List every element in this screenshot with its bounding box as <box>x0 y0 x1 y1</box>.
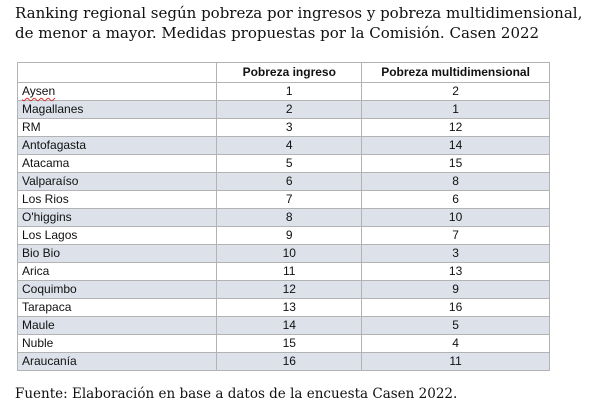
pobreza-multidimensional-rank: 13 <box>361 262 550 281</box>
region-name-cell: Magallanes <box>16 100 218 119</box>
pobreza-ingreso-rank: 13 <box>216 298 363 317</box>
table-row: Coquimbo 12 9 <box>16 280 550 299</box>
table-row: Valparaíso 6 8 <box>16 172 550 191</box>
table-row: Atacama 5 15 <box>16 154 550 173</box>
region-name: Valparaíso <box>22 174 79 188</box>
region-name-cell: Aysen <box>16 82 218 101</box>
pobreza-ingreso-rank: 12 <box>216 280 363 299</box>
region-name: Coquimbo <box>22 282 77 296</box>
region-name: Nuble <box>22 336 54 350</box>
region-name: Los Lagos <box>22 228 78 242</box>
pobreza-multidimensional-rank: 9 <box>361 280 550 299</box>
pobreza-ingreso-rank: 4 <box>216 136 363 155</box>
pobreza-multidimensional-rank: 15 <box>361 154 550 173</box>
pobreza-multidimensional-rank: 1 <box>361 100 550 119</box>
pobreza-multidimensional-rank: 7 <box>361 226 550 245</box>
region-name: Bio Bio <box>22 246 61 260</box>
region-name-cell: Araucanía <box>16 352 218 371</box>
pobreza-multidimensional-rank: 11 <box>361 352 550 371</box>
pobreza-ingreso-rank: 11 <box>216 262 363 281</box>
region-name-cell: Los Rios <box>16 190 218 209</box>
table-row: Bio Bio 10 3 <box>16 244 550 263</box>
region-name: Magallanes <box>22 102 84 116</box>
region-name: Araucanía <box>22 354 77 368</box>
pobreza-ingreso-rank: 15 <box>216 334 363 353</box>
table-row: Tarapaca 13 16 <box>16 298 550 317</box>
pobreza-multidimensional-rank: 6 <box>361 190 550 209</box>
pobreza-multidimensional-rank: 4 <box>361 334 550 353</box>
pobreza-ingreso-rank: 10 <box>216 244 363 263</box>
pobreza-ingreso-rank: 2 <box>216 100 363 119</box>
region-name: Arica <box>22 264 50 278</box>
region-name: Los Rios <box>22 192 69 206</box>
region-name-cell: Maule <box>16 316 218 335</box>
table-row: Nuble 15 4 <box>16 334 550 353</box>
region-name-cell: Nuble <box>16 334 218 353</box>
region-name: O'higgins <box>22 210 72 224</box>
pobreza-ingreso-rank: 6 <box>216 172 363 191</box>
ranking-table: Pobreza ingreso Pobreza multidimensional… <box>16 62 550 371</box>
region-name: Aysen <box>22 84 56 98</box>
table-row: Aysen 1 2 <box>16 82 550 101</box>
region-name-cell: Antofagasta <box>16 136 218 155</box>
region-name-cell: O'higgins <box>16 208 218 227</box>
region-name-cell: Tarapaca <box>16 298 218 317</box>
table-row: Antofagasta 4 14 <box>16 136 550 155</box>
pobreza-multidimensional-rank: 2 <box>361 82 550 101</box>
source-note: Fuente: Elaboración en base a datos de l… <box>15 386 458 402</box>
column-header-pobreza-multidimensional: Pobreza multidimensional <box>361 62 550 83</box>
table-row: O'higgins 8 10 <box>16 208 550 227</box>
pobreza-ingreso-rank: 7 <box>216 190 363 209</box>
table-header-row: Pobreza ingreso Pobreza multidimensional <box>16 62 550 83</box>
pobreza-ingreso-rank: 16 <box>216 352 363 371</box>
pobreza-ingreso-rank: 3 <box>216 118 363 137</box>
pobreza-multidimensional-rank: 12 <box>361 118 550 137</box>
region-name-cell: Atacama <box>16 154 218 173</box>
table-row: RM 3 12 <box>16 118 550 137</box>
table-body: Aysen 1 2 Magallanes 2 1 RM 3 12 Antofagasta 4 14 At… <box>16 82 550 371</box>
pobreza-multidimensional-rank: 8 <box>361 172 550 191</box>
table-row: Los Rios 7 6 <box>16 190 550 209</box>
figure-caption: Ranking regional según pobreza por ingre… <box>15 4 583 42</box>
pobreza-ingreso-rank: 1 <box>216 82 363 101</box>
region-name: Tarapaca <box>22 300 72 314</box>
region-name: Maule <box>22 318 55 332</box>
pobreza-multidimensional-rank: 14 <box>361 136 550 155</box>
region-name: RM <box>22 120 41 134</box>
table-row: Maule 14 5 <box>16 316 550 335</box>
column-header-pobreza-ingreso: Pobreza ingreso <box>216 62 363 83</box>
region-name: Antofagasta <box>22 138 87 152</box>
pobreza-ingreso-rank: 5 <box>216 154 363 173</box>
pobreza-ingreso-rank: 9 <box>216 226 363 245</box>
table-row: Araucanía 16 11 <box>16 352 550 371</box>
table-row: Arica 11 13 <box>16 262 550 281</box>
region-name-cell: Los Lagos <box>16 226 218 245</box>
region-name-cell: Bio Bio <box>16 244 218 263</box>
table-row: Los Lagos 9 7 <box>16 226 550 245</box>
table-row: Magallanes 2 1 <box>16 100 550 119</box>
region-name-cell: Arica <box>16 262 218 281</box>
region-name-cell: Coquimbo <box>16 280 218 299</box>
pobreza-ingreso-rank: 14 <box>216 316 363 335</box>
region-name-cell: Valparaíso <box>16 172 218 191</box>
pobreza-multidimensional-rank: 16 <box>361 298 550 317</box>
column-header-region <box>16 62 218 83</box>
pobreza-multidimensional-rank: 5 <box>361 316 550 335</box>
region-name-cell: RM <box>16 118 218 137</box>
pobreza-multidimensional-rank: 3 <box>361 244 550 263</box>
pobreza-ingreso-rank: 8 <box>216 208 363 227</box>
pobreza-multidimensional-rank: 10 <box>361 208 550 227</box>
region-name: Atacama <box>22 156 70 170</box>
